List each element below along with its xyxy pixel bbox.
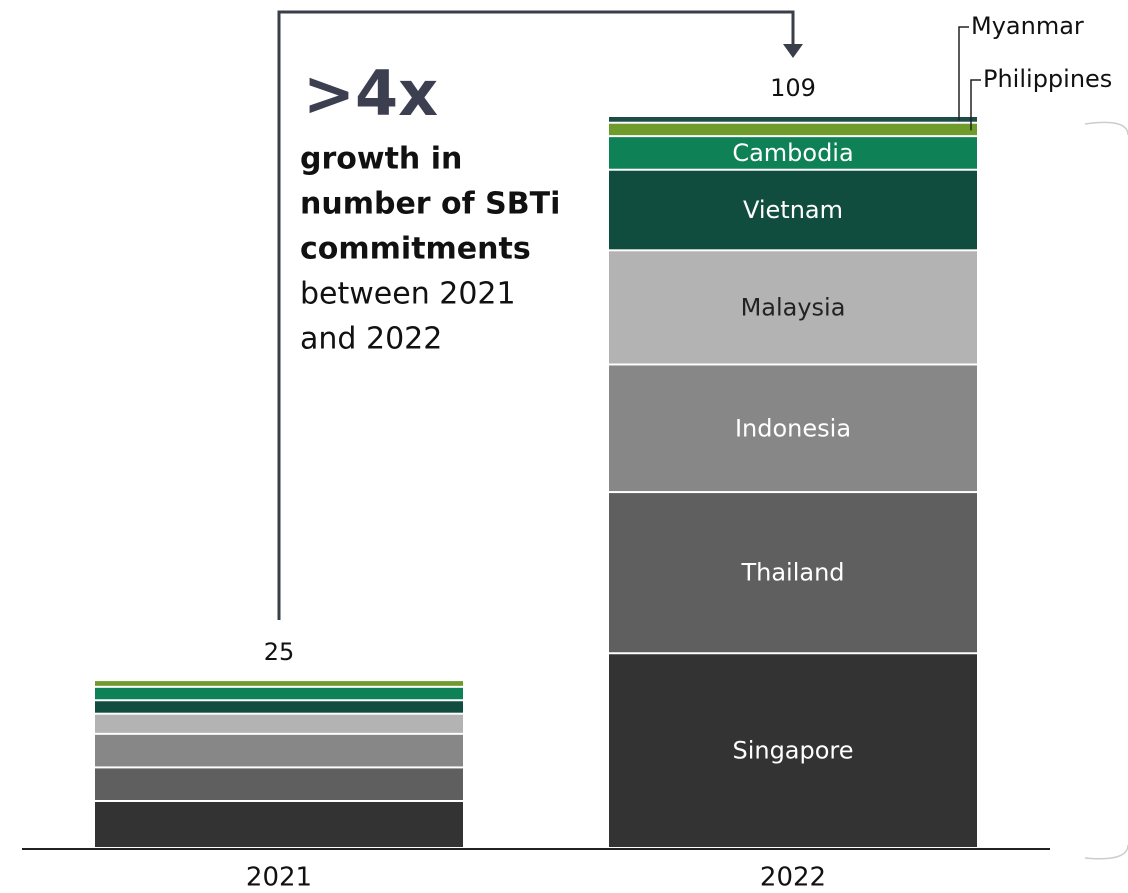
bar-segment xyxy=(95,734,463,767)
total-label: 25 xyxy=(264,638,295,666)
annotation: between 2021 xyxy=(300,277,516,312)
bar-segment xyxy=(609,117,977,122)
bar-segment xyxy=(609,493,977,653)
x-tick-label: 2022 xyxy=(760,863,826,893)
leader-line xyxy=(958,26,969,121)
bar-segment xyxy=(609,137,977,169)
leader-line xyxy=(970,79,981,131)
x-tick-label: 2021 xyxy=(246,863,312,893)
segment-label: Singapore xyxy=(732,737,853,765)
growth-arrow xyxy=(277,10,795,620)
segment-label: Philippines xyxy=(983,65,1112,93)
bar-segment xyxy=(609,170,977,250)
segment-label: Myanmar xyxy=(971,12,1084,40)
bar-segment xyxy=(95,687,463,700)
bar-segment xyxy=(95,714,463,733)
headline: >4x xyxy=(303,57,438,130)
bar-segment xyxy=(95,768,463,800)
bar-segment xyxy=(609,654,977,847)
bar-segment xyxy=(95,681,463,686)
bar-segment xyxy=(609,365,977,492)
bar-segment xyxy=(95,701,463,713)
annotation-bold: growth in xyxy=(300,142,462,177)
total-label: 109 xyxy=(770,74,816,102)
annotation-bold: commitments xyxy=(300,232,531,267)
annotation: and 2022 xyxy=(300,322,442,357)
bracket xyxy=(1084,121,1128,860)
bar-segment xyxy=(609,123,977,136)
bar-segment xyxy=(609,251,977,364)
segment-label: Cambodia xyxy=(732,139,853,167)
segment-label: Vietnam xyxy=(743,196,843,224)
arrow-head xyxy=(783,44,803,58)
bar-segment xyxy=(95,801,463,847)
annotation-bold: number of SBTi xyxy=(300,187,560,222)
segment-label: Indonesia xyxy=(735,414,851,442)
segment-label: Thailand xyxy=(740,559,844,587)
segment-label: Malaysia xyxy=(741,293,846,321)
